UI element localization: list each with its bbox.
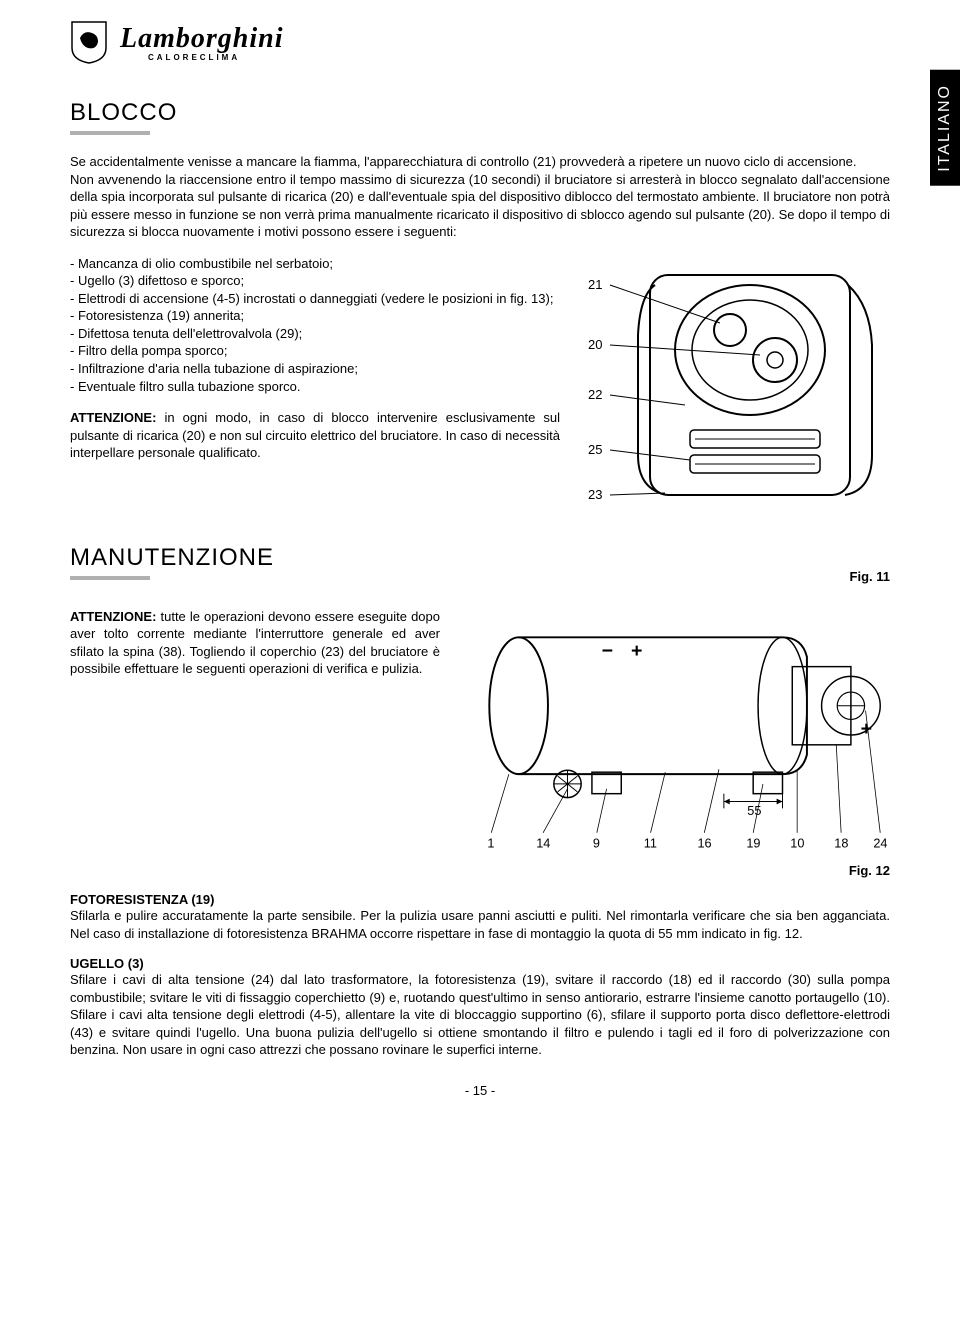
page-container: Lamborghini CALORECLIMA BLOCCO Se accide… [0,0,960,1118]
fig12-label: 19 [746,836,760,850]
fig12-label: 11 [644,836,657,850]
fig11-callout: 21 [588,277,602,292]
section-blocco: BLOCCO Se accidentalmente venisse a manc… [70,99,890,520]
fig12-inner-label: 55 [747,804,761,818]
fig12-label: 1 [487,836,494,850]
bullet-item: Ugello (3) difettoso e sporco; [70,272,560,290]
title-underline [70,131,150,135]
blocco-bullets: Mancanza di olio combustibile nel serbat… [70,255,560,395]
fig12-label: 18 [834,836,848,850]
title-underline [70,576,150,580]
attention-label: ATTENZIONE: [70,410,156,425]
fig11-callout: 23 [588,487,602,502]
fig12-label: 9 [593,836,600,850]
blocco-para2: Non avvenendo la riaccensione entro il t… [70,171,890,241]
brand-name: Lamborghini [120,23,283,55]
bullet-item: Fotoresistenza (19) annerita; [70,307,560,325]
blocco-attention: ATTENZIONE: in ogni modo, in caso di blo… [70,409,560,462]
foto-heading: FOTORESISTENZA (19) [70,892,890,907]
bullet-item: Difettosa tenuta dell'elettrovalvola (29… [70,325,560,343]
attention-label: ATTENZIONE: [70,609,160,624]
section-manutenzione: MANUTENZIONE Fig. 11 ATTENZIONE: tutte l… [70,544,890,1059]
ugello-heading: UGELLO (3) [70,956,890,971]
bullet-item: Mancanza di olio combustibile nel serbat… [70,255,560,273]
brand-text: Lamborghini CALORECLIMA [120,23,283,62]
foto-text: Sfilarla e pulire accuratamente la parte… [70,907,890,942]
fig12-label: 24 [873,836,887,850]
figure-12: − + + [460,608,890,857]
fig12-label: 16 [697,836,711,850]
page-number: - 15 - [70,1083,890,1098]
section-title-blocco: BLOCCO [70,99,890,127]
fig12-caption: Fig. 12 [460,863,890,878]
header: Lamborghini CALORECLIMA [70,20,890,64]
svg-text:+: + [631,640,642,662]
figure-11: 21 20 22 25 23 [580,255,890,520]
fig11-callout: 22 [588,387,602,402]
fig11-caption: Fig. 11 [850,569,890,584]
svg-text:+: + [861,718,872,740]
fig11-callout: 25 [588,442,602,457]
bullet-item: Elettrodi di accensione (4-5) incrostati… [70,290,560,308]
brand-subtitle: CALORECLIMA [148,53,283,62]
figure-11-svg: 21 20 22 25 23 [580,255,890,515]
svg-text:−: − [602,640,613,662]
bullet-item: Filtro della pompa sporco; [70,342,560,360]
brand-logo-icon [70,20,108,64]
manut-attention: ATTENZIONE: tutte le operazioni devono e… [70,608,440,678]
fig12-label: 10 [790,836,804,850]
figure-12-svg: − + + [460,608,890,852]
section-title-manutenzione: MANUTENZIONE [70,544,274,572]
blocco-para1: Se accidentalmente venisse a mancare la … [70,153,890,171]
ugello-text: Sfilare i cavi di alta tensione (24) dal… [70,971,890,1059]
bullet-item: Infiltrazione d'aria nella tubazione di … [70,360,560,378]
fig12-label: 14 [536,836,550,850]
fig11-callout: 20 [588,337,602,352]
bullet-item: Eventuale filtro sulla tubazione sporco. [70,378,560,396]
